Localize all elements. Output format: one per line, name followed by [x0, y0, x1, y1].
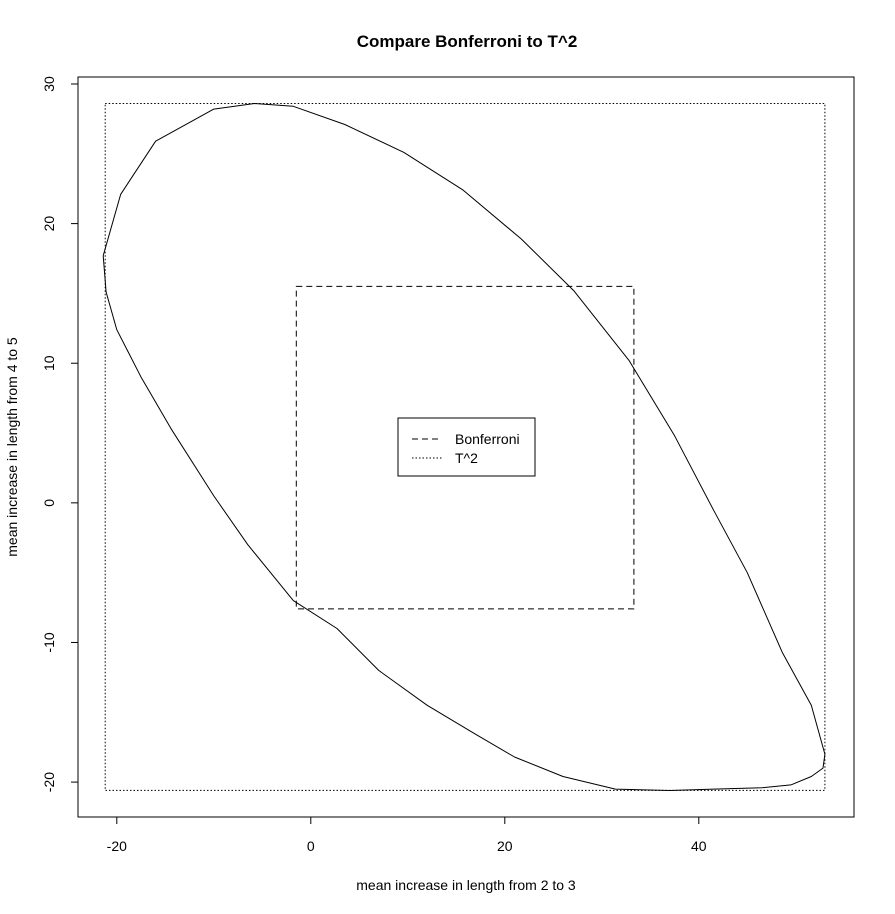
x-tick-label: 0 — [307, 838, 315, 854]
ellipse-region — [102, 103, 826, 791]
y-tick-label: 10 — [41, 355, 57, 371]
x-tick-label: 20 — [497, 838, 513, 854]
y-tick-label: 0 — [41, 499, 57, 507]
chart-marks — [102, 103, 826, 791]
y-tick-label: 20 — [41, 216, 57, 232]
chart-title: Compare Bonferroni to T^2 — [357, 32, 578, 51]
x-axis-label: mean increase in length from 2 to 3 — [356, 877, 576, 893]
chart-axes: -20 0 20 40 -20 -10 0 10 20 30 — [41, 76, 707, 854]
legend-box — [397, 417, 536, 477]
y-tick-label: -10 — [41, 632, 57, 652]
x-tick-label: 40 — [691, 838, 707, 854]
y-tick-label: 30 — [41, 76, 57, 92]
y-axis-label: mean increase in length from 4 to 5 — [4, 337, 20, 557]
chart-legend: Bonferroni T^2 — [397, 417, 536, 477]
y-tick-label: -20 — [41, 772, 57, 792]
x-tick-label: -20 — [107, 838, 127, 854]
legend-label-t2: T^2 — [455, 450, 478, 466]
legend-label-bonferroni: Bonferroni — [455, 431, 520, 447]
